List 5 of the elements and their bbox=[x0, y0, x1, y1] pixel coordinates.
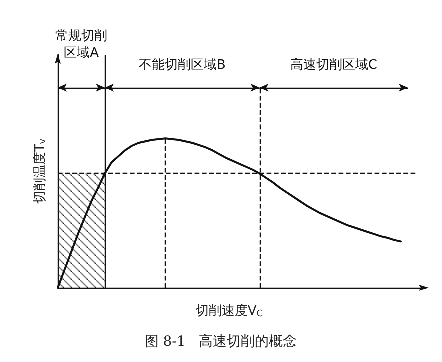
y-axis-title: 切削温度Tv bbox=[32, 138, 48, 204]
text: 高速切削区域C bbox=[290, 56, 378, 73]
text: 图 8-1 高速切削的概念 bbox=[144, 334, 298, 350]
text: 常规切削区域A bbox=[56, 28, 108, 61]
text: 不能切削区域B bbox=[138, 58, 226, 73]
